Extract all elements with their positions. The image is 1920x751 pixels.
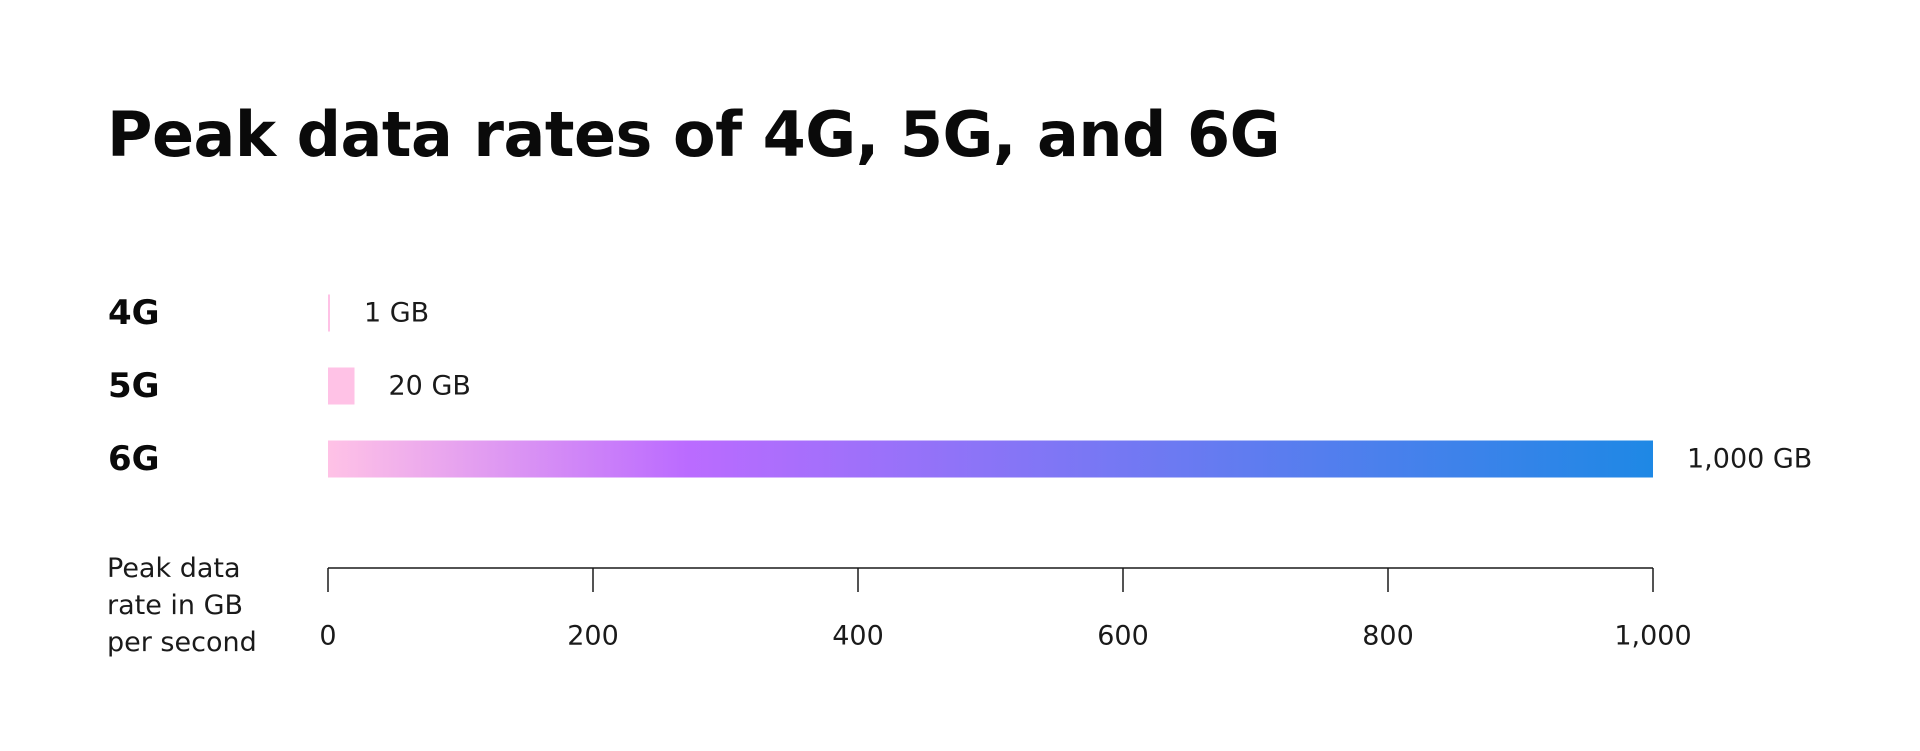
x-tick-label: 200 [567, 621, 619, 652]
bars-layer: 4G 1 GB 5G 20 GB 6G 1,000 GB [108, 293, 1812, 479]
bar-4g [328, 294, 330, 332]
value-label-5g: 20 GB [389, 371, 471, 402]
x-axis-title-line: Peak data [107, 553, 241, 584]
chart-title: Peak data rates of 4G, 5G, and 6G [107, 98, 1280, 171]
x-tick-label: 400 [832, 621, 884, 652]
value-label-4g: 1 GB [364, 298, 429, 329]
x-tick-label: 600 [1097, 621, 1149, 652]
value-label-6g: 1,000 GB [1687, 444, 1812, 475]
category-label-5g: 5G [108, 366, 160, 406]
x-axis-title-line: rate in GB [107, 590, 243, 621]
x-tick-label: 0 [319, 621, 336, 652]
category-label-4g: 4G [108, 293, 160, 333]
bar-6g [328, 440, 1653, 478]
x-axis-title: Peak data rate in GB per second [107, 553, 257, 658]
x-axis: 0 200 400 600 800 1,000 Peak data rate in GB per… [107, 553, 1692, 658]
x-axis-title-line: per second [107, 627, 257, 658]
x-tick-label: 1,000 [1614, 621, 1691, 652]
x-tick-label: 800 [1362, 621, 1414, 652]
category-label-6g: 6G [108, 439, 160, 479]
bar-5g [328, 367, 355, 405]
